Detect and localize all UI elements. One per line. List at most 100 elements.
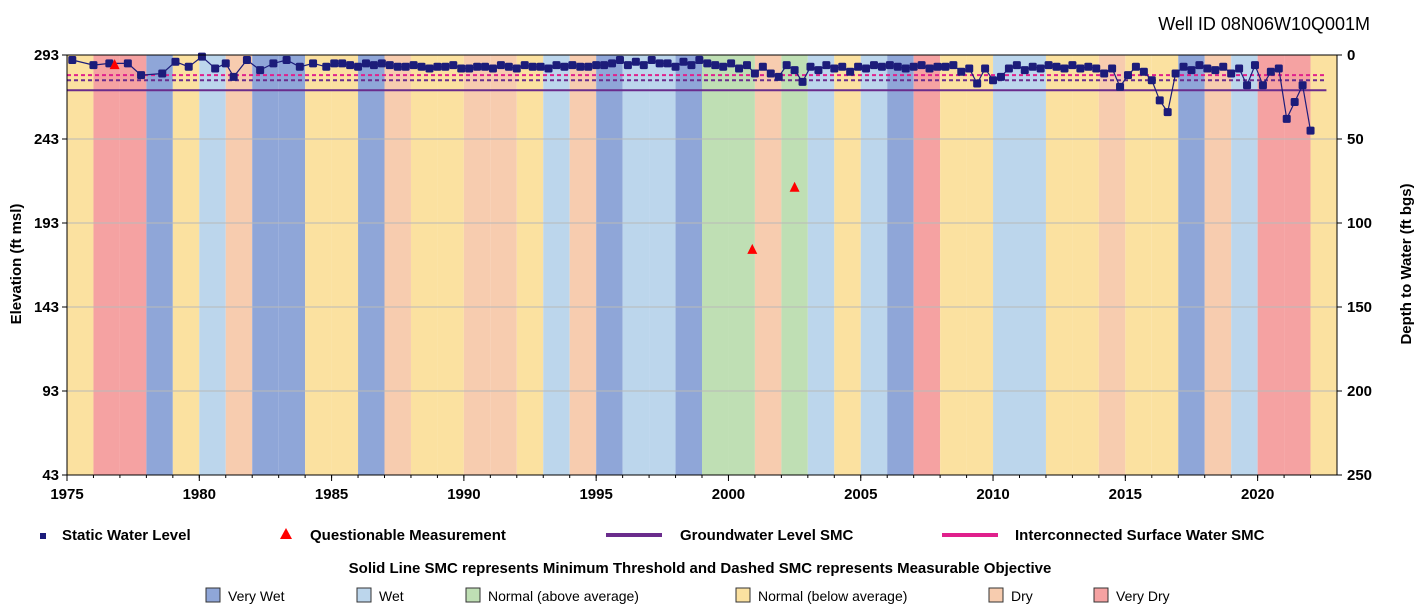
year-band: [1178, 55, 1205, 475]
x-tick-label: 2015: [1109, 486, 1142, 503]
year-band: [834, 55, 861, 475]
data-point: [496, 61, 505, 70]
x-tick-label: 1985: [315, 486, 348, 503]
data-point: [1203, 64, 1212, 73]
data-point: [568, 61, 577, 70]
year-type-swatch: [356, 587, 372, 603]
data-point: [1068, 61, 1077, 70]
data-point: [957, 67, 966, 76]
data-point: [1179, 62, 1188, 71]
data-point: [798, 77, 807, 86]
y-left-tick-label: 193: [34, 215, 59, 232]
x-tick-label: 1990: [447, 486, 480, 503]
year-band: [728, 55, 755, 475]
data-point: [1036, 64, 1045, 73]
year-band: [1310, 55, 1337, 475]
data-point: [1171, 69, 1180, 78]
questionable-point: [109, 59, 120, 70]
water-year-bands: [67, 55, 1337, 475]
year-band: [119, 55, 147, 475]
data-point: [1298, 81, 1307, 90]
year-band: [67, 55, 94, 475]
y-right-tick-label: 50: [1347, 131, 1364, 148]
year-band: [199, 55, 226, 475]
year-band: [384, 55, 411, 475]
year-type-swatch: [735, 587, 751, 603]
data-point: [909, 62, 918, 71]
year-band: [305, 55, 332, 475]
year-band: [1151, 55, 1179, 475]
data-point: [309, 59, 318, 68]
data-point: [221, 59, 230, 68]
data-point: [1282, 114, 1291, 123]
data-point: [393, 62, 402, 71]
data-point: [242, 56, 251, 65]
data-point: [322, 62, 331, 71]
data-point: [671, 62, 680, 71]
year-band: [913, 55, 941, 475]
data-point: [1116, 82, 1125, 91]
data-point: [949, 61, 958, 70]
data-point: [1004, 64, 1013, 73]
y-right-tick-label: 0: [1347, 47, 1355, 64]
data-point: [512, 64, 521, 73]
data-point: [68, 56, 77, 65]
data-point: [536, 62, 545, 71]
data-point: [925, 64, 934, 73]
year-band: [1204, 55, 1232, 475]
data-point: [608, 59, 617, 68]
data-point: [854, 62, 863, 71]
year-type-swatch: [465, 587, 481, 603]
year-band: [172, 55, 200, 475]
tick-labels: 1975 1980 1985 1990 1995 2000 2005 2010 2015 2020…: [34, 47, 1372, 503]
data-point: [766, 69, 775, 78]
data-point: [211, 64, 220, 73]
data-point: [504, 62, 513, 71]
year-band: [675, 55, 702, 475]
x-tick-label: 1995: [579, 486, 612, 503]
data-point: [1012, 61, 1021, 70]
legend: Static Water Level Questionable Measureme…: [40, 527, 1265, 544]
data-point: [576, 62, 585, 71]
data-point: [639, 61, 648, 70]
legend-note: Solid Line SMC represents Minimum Thresh…: [349, 560, 1052, 577]
data-point: [330, 59, 339, 68]
data-point: [1290, 98, 1299, 107]
year-band: [807, 55, 835, 475]
data-point: [1100, 69, 1109, 78]
year-band: [410, 55, 438, 475]
data-point: [1163, 108, 1172, 117]
data-point: [1306, 126, 1315, 135]
legend-marker: [280, 528, 292, 539]
data-point: [137, 71, 146, 80]
data-point: [425, 64, 434, 73]
year-band: [490, 55, 517, 475]
data-point: [158, 69, 167, 78]
data-point: [687, 61, 696, 70]
year-band: [516, 55, 544, 475]
data-point: [631, 57, 640, 66]
year-type-label: Normal (below average): [758, 588, 907, 604]
data-point: [417, 62, 426, 71]
year-band: [146, 55, 173, 475]
data-point: [1219, 62, 1228, 71]
data-point: [901, 64, 910, 73]
data-point: [1227, 69, 1236, 78]
x-tick-label: 2020: [1241, 486, 1274, 503]
data-point: [941, 62, 950, 71]
year-type-label: Dry: [1011, 588, 1033, 604]
data-point: [1235, 64, 1244, 73]
year-type-label: Normal (above average): [488, 588, 639, 604]
year-band: [252, 55, 279, 475]
year-band: [596, 55, 623, 475]
data-point: [893, 62, 902, 71]
data-point: [600, 61, 609, 70]
year-band: [463, 55, 491, 475]
year-band: [754, 55, 782, 475]
data-point: [1060, 64, 1069, 73]
data-point: [647, 56, 656, 65]
year-band: [225, 55, 253, 475]
y-axis-right-label: Depth to Water (ft bgs): [1398, 183, 1415, 344]
y-axis-left-label: Elevation (ft msl): [8, 204, 25, 325]
data-point: [1139, 67, 1148, 76]
